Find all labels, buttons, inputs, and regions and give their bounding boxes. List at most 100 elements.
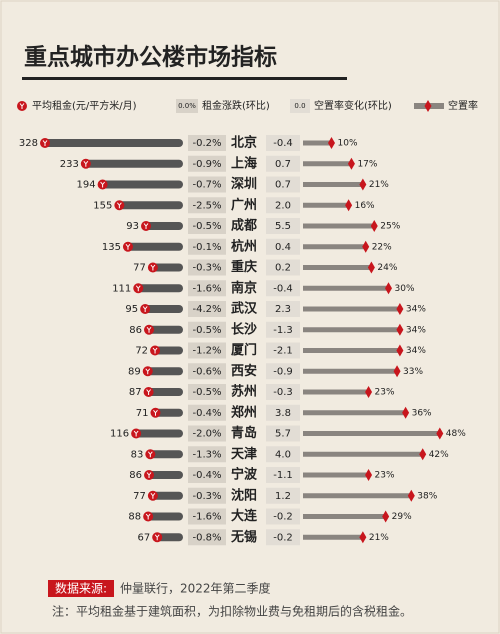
chart-title: 重点城市办公楼市场指标 [24,44,277,71]
rate-marker [370,220,378,232]
vacancy-label: 34% [406,346,426,356]
rate-marker [362,240,370,253]
city-label: 北京 [231,135,257,151]
rent-change-label: -0.4% [192,470,221,481]
vacancy-label: 33% [403,367,423,377]
rent-label: 83 [131,449,144,460]
rent-change-box [188,176,226,193]
rent-icon-glyph [150,492,156,499]
note: 注：平均租金基于建筑面积，为扣除物业费与免租期后的含税租金。 [52,604,412,619]
vacancy-bar [303,368,398,374]
rent-icon-glyph [135,285,141,292]
rent-label: 87 [129,387,142,398]
vacancy-label: 21% [369,180,389,190]
rent-change-box [188,238,226,255]
vacancy-change-box [266,155,300,172]
rent-icon-glyph [152,347,158,354]
vacancy-change-box [266,280,300,297]
vacancy-label: 36% [412,408,432,418]
rent-change-box [188,363,226,380]
vacancy-bar [303,285,389,291]
vacancy-label: 29% [392,512,412,522]
rent-change-box [188,384,226,400]
vacancy-bar [303,389,369,395]
rate-marker [424,100,432,112]
vacancy-bar [303,493,412,499]
rent-label: 77 [133,491,146,502]
vacancy-change-box [266,218,300,234]
city-label: 深圳 [231,176,257,192]
rent-change-label: -0.5% [192,387,221,398]
legend-label: 平均租金(元/平方米/月) [32,99,137,112]
rate-marker [396,323,404,336]
rent-change-box [188,404,226,421]
rent-icon-glyph [146,389,151,395]
vacancy-change-box [266,425,300,442]
vacancy-change-label: -0.2 [273,512,293,523]
vacancy-change-box [266,176,300,193]
legend-label: 空置率变化(环比) [314,99,392,112]
vacancy-change-label: 0.2 [275,263,291,274]
rate-marker [396,303,404,315]
rent-label: 155 [93,200,112,211]
rent-bar [82,159,183,168]
vacancy-change-label: -0.3 [273,387,293,398]
city-label: 长沙 [231,321,257,337]
vacancy-change-box [266,529,300,546]
rate-marker [345,199,353,212]
vacancy-bar [303,244,366,250]
legend-label: 租金涨跌(环比) [202,99,270,112]
vacancy-change-label: 5.5 [275,221,291,232]
rent-change-label: -0.8% [192,532,221,543]
rent-change-label: -0.3% [192,491,221,502]
rent-change-box [188,259,226,276]
vacancy-label: 30% [395,284,415,294]
vacancy-change-box [266,259,300,276]
rent-icon-glyph [125,243,131,250]
vacancy-bar [303,534,363,540]
vacancy-change-label: 1.2 [275,491,291,502]
vacancy-bar [303,431,440,436]
rent-icon-glyph [150,264,156,271]
rent-bar [116,201,183,210]
rent-bar [147,450,183,459]
rent-change-box [188,218,226,234]
rent-label: 95 [125,304,138,315]
rent-label: 77 [133,263,146,274]
rate-marker [402,406,410,419]
city-label: 广州 [231,197,257,213]
vacancy-change-label: 0.7 [275,159,291,170]
rent-bar [124,242,183,251]
rent-change-label: -1.3% [192,449,221,460]
rate-marker [385,282,392,295]
vacancy-label: 24% [377,263,397,273]
rate-marker [393,365,401,378]
vacancy-change-label: -1.1 [273,470,293,481]
rent-icon-glyph [146,326,152,333]
vacancy-change-label: 5.7 [275,429,291,440]
rent-label: 233 [60,159,79,170]
vacancy-bar [303,327,400,333]
rent-label: 116 [110,429,129,440]
vacancy-bar [303,306,400,312]
rent-change-label: -0.5% [192,325,221,336]
vacancy-change-label: -0.2 [273,532,293,543]
city-label: 郑州 [231,404,257,420]
city-label: 无锡 [230,529,257,545]
vacancy-label: 16% [355,201,375,211]
vacancy-label: 23% [375,388,395,398]
rent-icon-glyph [153,409,158,416]
city-label: 天津 [231,446,257,462]
rent-icon-glyph [42,140,48,146]
vacancy-change-box [266,301,300,317]
rent-change-box [188,446,226,463]
rate-marker [359,531,367,544]
vacancy-change-label: 0.4 [275,242,291,253]
vacancy-change-box [266,197,300,214]
rent-change-label: -2.5% [192,200,221,211]
rate-marker [367,261,375,274]
rent-icon-glyph [154,534,160,541]
rent-bar [145,388,183,396]
vacancy-bar [303,182,363,187]
rent-bar [143,222,183,230]
